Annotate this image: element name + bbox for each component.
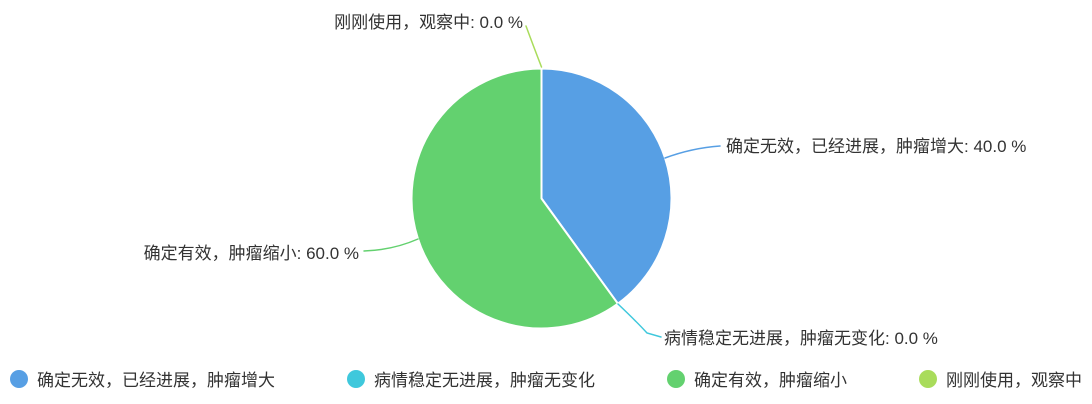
legend-item-just-started[interactable]: 刚刚使用，观察中 <box>919 366 1082 391</box>
legend-swatch <box>919 369 937 388</box>
label-line-0 <box>664 145 721 159</box>
legend-label: 刚刚使用，观察中 <box>946 371 1082 390</box>
slice-callout-ineffective: 确定无效，已经进展，肿瘤增大: 40.0 % <box>726 137 1027 156</box>
legend-label: 确定有效，肿瘤缩小 <box>694 371 847 390</box>
legend-swatch <box>667 369 685 388</box>
legend-item-effective[interactable]: 确定有效，肿瘤缩小 <box>667 366 847 391</box>
slice-callout-just-started: 刚刚使用，观察中: 0.0 % <box>334 13 523 32</box>
slice-callout-effective: 确定有效，肿瘤缩小: 60.0 % <box>143 244 359 263</box>
label-line-2 <box>363 238 419 252</box>
legend: 确定无效，已经进展，肿瘤增大 病情稳定无进展，肿瘤无变化 确定有效，肿瘤缩小 刚… <box>0 366 1092 391</box>
slice-callout-stable: 病情稳定无进展，肿瘤无变化: 0.0 % <box>664 329 938 348</box>
legend-swatch <box>10 369 28 388</box>
legend-label: 确定无效，已经进展，肿瘤增大 <box>37 371 275 390</box>
legend-swatch <box>347 369 365 388</box>
legend-label: 病情稳定无进展，肿瘤无变化 <box>374 371 595 390</box>
legend-item-stable[interactable]: 病情稳定无进展，肿瘤无变化 <box>347 366 595 391</box>
label-line-1 <box>617 303 662 338</box>
label-line-3 <box>525 25 543 68</box>
legend-item-ineffective[interactable]: 确定无效，已经进展，肿瘤增大 <box>10 366 275 391</box>
